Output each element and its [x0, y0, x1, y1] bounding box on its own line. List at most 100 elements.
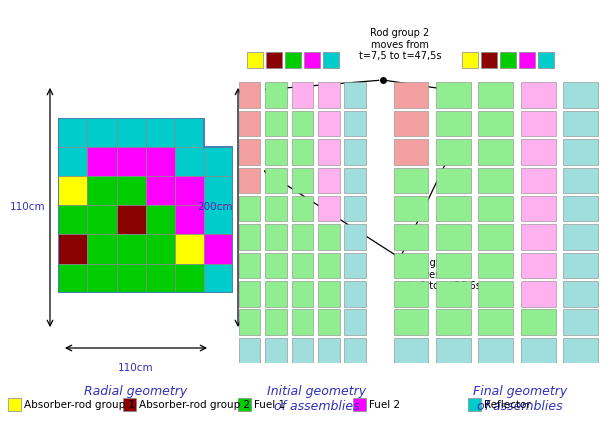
Bar	[58, 206, 88, 234]
Bar	[292, 253, 313, 278]
Bar	[146, 264, 175, 293]
Bar	[175, 118, 204, 147]
Bar	[462, 52, 478, 68]
Bar	[478, 139, 513, 165]
Bar	[146, 118, 175, 147]
Bar	[239, 310, 260, 335]
Bar	[318, 196, 340, 221]
Bar	[292, 338, 313, 363]
Bar	[285, 52, 301, 68]
Bar	[563, 83, 598, 108]
Bar	[563, 281, 598, 307]
Bar	[204, 206, 233, 234]
Bar	[88, 264, 117, 293]
Bar	[88, 176, 117, 206]
Bar	[265, 338, 287, 363]
Bar	[117, 176, 146, 206]
Bar	[239, 168, 260, 193]
Text: Fuel 1: Fuel 1	[254, 399, 285, 409]
Bar	[292, 281, 313, 307]
Bar	[563, 168, 598, 193]
Bar	[394, 338, 429, 363]
Bar	[292, 310, 313, 335]
Bar	[58, 147, 88, 176]
Bar	[117, 234, 146, 264]
Bar	[175, 234, 204, 264]
Bar	[563, 111, 598, 136]
Bar	[478, 196, 513, 221]
Bar	[123, 398, 136, 411]
Bar	[239, 253, 260, 278]
Bar	[478, 111, 513, 136]
Bar	[265, 310, 287, 335]
Bar	[175, 264, 204, 293]
Bar	[239, 139, 260, 165]
Bar	[344, 168, 366, 193]
Bar	[344, 224, 366, 250]
Bar	[292, 111, 313, 136]
Text: Final geometry
of assemblies: Final geometry of assemblies	[473, 385, 567, 413]
Bar	[519, 52, 535, 68]
Bar	[88, 206, 117, 234]
Bar	[117, 147, 146, 176]
Bar	[394, 83, 429, 108]
Bar	[344, 253, 366, 278]
Bar	[117, 118, 146, 147]
Bar	[521, 83, 556, 108]
Bar	[146, 206, 175, 234]
Bar	[478, 281, 513, 307]
Bar	[394, 253, 429, 278]
Bar	[521, 168, 556, 193]
Bar	[436, 139, 471, 165]
Bar	[521, 338, 556, 363]
Bar	[478, 224, 513, 250]
Bar	[563, 338, 598, 363]
Bar	[344, 281, 366, 307]
Text: Reflector: Reflector	[484, 399, 530, 409]
Bar	[292, 196, 313, 221]
Bar	[117, 264, 146, 293]
Bar	[175, 176, 204, 206]
Bar	[481, 52, 497, 68]
Bar	[521, 281, 556, 307]
Bar	[318, 224, 340, 250]
Bar	[318, 338, 340, 363]
Bar	[239, 83, 260, 108]
Bar	[117, 206, 146, 234]
Bar	[239, 338, 260, 363]
Bar	[8, 398, 21, 411]
Bar	[344, 83, 366, 108]
Bar	[318, 310, 340, 335]
Text: Radial geometry: Radial geometry	[84, 385, 188, 398]
Bar	[563, 224, 598, 250]
Bar	[563, 139, 598, 165]
Text: Fuel 2: Fuel 2	[369, 399, 400, 409]
Bar	[344, 338, 366, 363]
Bar	[394, 139, 429, 165]
Bar	[304, 52, 320, 68]
Bar	[521, 310, 556, 335]
Bar	[394, 196, 429, 221]
Bar	[247, 52, 263, 68]
Bar	[318, 83, 340, 108]
Text: Absorber-rod group 1: Absorber-rod group 1	[24, 399, 135, 409]
Text: Absorber-rod group 2: Absorber-rod group 2	[139, 399, 250, 409]
Bar	[239, 196, 260, 221]
Bar	[436, 224, 471, 250]
Bar	[436, 83, 471, 108]
Bar	[265, 196, 287, 221]
Bar	[318, 168, 340, 193]
Bar	[521, 139, 556, 165]
Bar	[58, 118, 88, 147]
Bar	[344, 196, 366, 221]
Bar	[521, 196, 556, 221]
Bar	[146, 176, 175, 206]
Bar	[58, 234, 88, 264]
Bar	[521, 253, 556, 278]
Bar	[478, 83, 513, 108]
Bar	[500, 52, 516, 68]
Bar	[204, 176, 233, 206]
Bar	[344, 139, 366, 165]
Bar	[292, 139, 313, 165]
Bar	[239, 224, 260, 250]
